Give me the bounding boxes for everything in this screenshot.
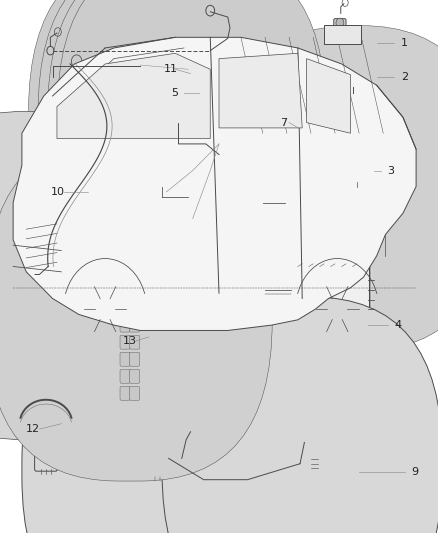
FancyBboxPatch shape [162,297,438,533]
FancyBboxPatch shape [28,0,297,284]
Circle shape [351,164,363,177]
FancyBboxPatch shape [170,72,183,89]
FancyBboxPatch shape [396,157,418,205]
FancyBboxPatch shape [0,111,169,440]
FancyBboxPatch shape [232,64,283,113]
FancyBboxPatch shape [184,72,197,89]
FancyBboxPatch shape [152,59,205,114]
Ellipse shape [60,415,74,438]
FancyBboxPatch shape [156,72,169,89]
Circle shape [206,5,215,16]
Text: 10: 10 [50,187,64,197]
FancyBboxPatch shape [130,386,140,400]
Text: 1: 1 [401,38,408,47]
Ellipse shape [343,68,363,83]
Circle shape [304,269,370,349]
FancyBboxPatch shape [22,302,298,533]
Text: 12: 12 [26,424,40,434]
Circle shape [95,297,115,321]
FancyBboxPatch shape [170,91,183,108]
Polygon shape [219,53,302,128]
FancyBboxPatch shape [120,386,130,400]
FancyBboxPatch shape [334,19,346,34]
FancyBboxPatch shape [286,55,302,75]
FancyBboxPatch shape [222,26,438,351]
Ellipse shape [338,64,367,87]
Text: 5: 5 [171,88,178,98]
Polygon shape [324,25,361,44]
FancyBboxPatch shape [120,335,130,349]
FancyBboxPatch shape [348,91,357,99]
Ellipse shape [63,418,71,434]
Text: 3: 3 [388,166,395,175]
Text: 7: 7 [280,118,287,127]
FancyBboxPatch shape [264,268,372,325]
FancyBboxPatch shape [57,0,325,284]
Polygon shape [57,53,210,139]
Circle shape [336,18,344,28]
FancyBboxPatch shape [156,91,169,108]
FancyBboxPatch shape [130,335,140,349]
Ellipse shape [14,411,32,441]
Text: 11: 11 [164,64,178,74]
Circle shape [314,281,360,337]
Circle shape [281,301,287,309]
FancyBboxPatch shape [184,91,197,108]
FancyBboxPatch shape [48,0,316,284]
FancyBboxPatch shape [120,352,130,366]
Circle shape [273,301,279,309]
FancyBboxPatch shape [0,140,272,481]
Ellipse shape [22,190,39,204]
Circle shape [347,159,367,182]
Ellipse shape [17,416,28,437]
Text: 4: 4 [394,320,401,330]
Circle shape [327,297,347,321]
FancyBboxPatch shape [35,451,57,471]
FancyBboxPatch shape [107,282,151,400]
Circle shape [265,301,271,309]
Ellipse shape [37,251,50,261]
FancyBboxPatch shape [130,369,140,383]
Text: 13: 13 [123,336,137,346]
Polygon shape [307,59,350,133]
Text: 9: 9 [412,467,419,477]
FancyBboxPatch shape [262,266,295,320]
Polygon shape [13,37,416,330]
FancyBboxPatch shape [38,0,306,284]
Circle shape [229,475,236,484]
Circle shape [82,281,128,337]
FancyBboxPatch shape [120,369,130,383]
Circle shape [354,167,360,174]
Circle shape [72,269,138,349]
FancyBboxPatch shape [130,352,140,366]
FancyBboxPatch shape [261,264,370,322]
Ellipse shape [27,224,42,235]
FancyBboxPatch shape [224,50,302,121]
FancyBboxPatch shape [120,318,130,332]
Text: 2: 2 [401,72,408,82]
FancyBboxPatch shape [130,318,140,332]
